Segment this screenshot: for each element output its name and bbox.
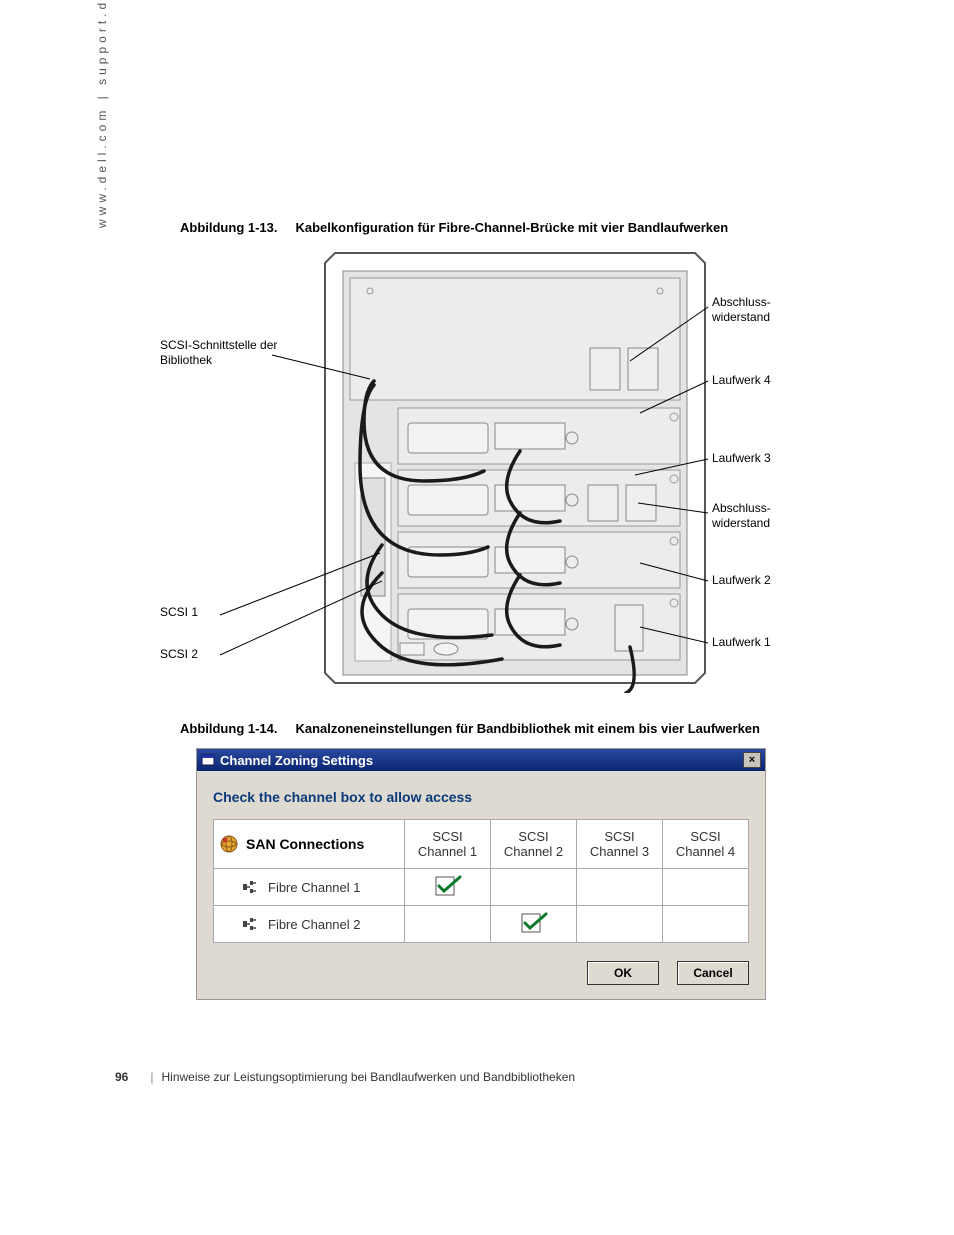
checkbox-cell[interactable] [663, 869, 749, 906]
table-row: Fibre Channel 2 [214, 906, 749, 943]
colhdr-2-bot: Channel 3 [590, 844, 649, 859]
checkbox-cell[interactable] [577, 906, 663, 943]
label-abschluss-top: Abschluss- widerstand [712, 295, 771, 325]
label-scsi-interface: SCSI-Schnittstelle der Bibliothek [160, 338, 300, 368]
page-number: 96 [115, 1070, 128, 1084]
dialog-button-row: OK Cancel [213, 961, 749, 985]
figure-13-number: Abbildung 1-13. [180, 220, 278, 235]
table-row: Fibre Channel 1 [214, 869, 749, 906]
colhdr-0-bot: Channel 1 [418, 844, 477, 859]
cancel-button[interactable]: Cancel [677, 961, 749, 985]
figure-14-caption: Abbildung 1-14. Kanalzoneneinstellungen f… [180, 721, 880, 736]
channel-zoning-dialog: Channel Zoning Settings × Check the chan… [196, 748, 766, 1000]
side-url: www.dell.com | support.dell.com [95, 0, 109, 228]
label-scsi1: SCSI 1 [160, 605, 198, 620]
colhdr-3-bot: Channel 4 [676, 844, 735, 859]
figure-13-title: Kabelkonfiguration für Fibre-Channel-Brü… [296, 220, 729, 235]
label-laufwerk1: Laufwerk 1 [712, 635, 771, 650]
checkbox-cell[interactable] [491, 869, 577, 906]
document-page: www.dell.com | support.dell.com Abbildun… [0, 0, 954, 1235]
fibre-channel-icon [242, 917, 260, 931]
globe-icon [220, 835, 238, 853]
label-abschluss-mid: Abschluss- widerstand [712, 501, 771, 531]
dialog-titlebar: Channel Zoning Settings × [197, 749, 765, 771]
colhdr-1-bot: Channel 2 [504, 844, 563, 859]
colhdr-3-top: SCSI [690, 829, 720, 844]
footer-text: Hinweise zur Leistungsoptimierung bei Ba… [161, 1070, 575, 1084]
label-scsi2: SCSI 2 [160, 647, 198, 662]
zoning-table: SAN Connections SCSIChannel 1 SCSIChanne… [213, 819, 749, 943]
checkbox-cell[interactable] [405, 869, 491, 906]
row-1-label: Fibre Channel 2 [268, 917, 361, 932]
checkbox-cell[interactable] [491, 906, 577, 943]
san-connections-label: SAN Connections [246, 836, 364, 852]
figure-13-diagram: SCSI-Schnittstelle der Bibliothek SCSI 1… [160, 243, 860, 693]
figure-13-caption: Abbildung 1-13. Kabelkonfiguration für Fi… [180, 220, 880, 235]
close-button[interactable]: × [743, 752, 761, 768]
label-laufwerk4: Laufwerk 4 [712, 373, 771, 388]
figure-14-number: Abbildung 1-14. [180, 721, 278, 736]
row-0-label: Fibre Channel 1 [268, 880, 361, 895]
page-footer: 96|Hinweise zur Leistungsoptimierung bei… [115, 1070, 575, 1084]
checkbox-cell[interactable] [405, 906, 491, 943]
checkbox-cell[interactable] [663, 906, 749, 943]
dialog-system-icon [201, 753, 215, 767]
colhdr-2-top: SCSI [604, 829, 634, 844]
checkbox-cell[interactable] [577, 869, 663, 906]
main-content: Abbildung 1-13. Kabelkonfiguration für Fi… [180, 220, 880, 1000]
label-laufwerk3: Laufwerk 3 [712, 451, 771, 466]
label-laufwerk2: Laufwerk 2 [712, 573, 771, 588]
colhdr-0-top: SCSI [432, 829, 462, 844]
fibre-channel-icon [242, 880, 260, 894]
colhdr-1-top: SCSI [518, 829, 548, 844]
dialog-instruction: Check the channel box to allow access [213, 789, 749, 805]
dialog-title: Channel Zoning Settings [220, 753, 373, 768]
san-connections-header: SAN Connections [214, 820, 404, 868]
ok-button[interactable]: OK [587, 961, 659, 985]
figure-14-title: Kanalzoneneinstellungen für Bandbiblioth… [296, 721, 760, 736]
dialog-body: Check the channel box to allow access SA… [197, 771, 765, 999]
